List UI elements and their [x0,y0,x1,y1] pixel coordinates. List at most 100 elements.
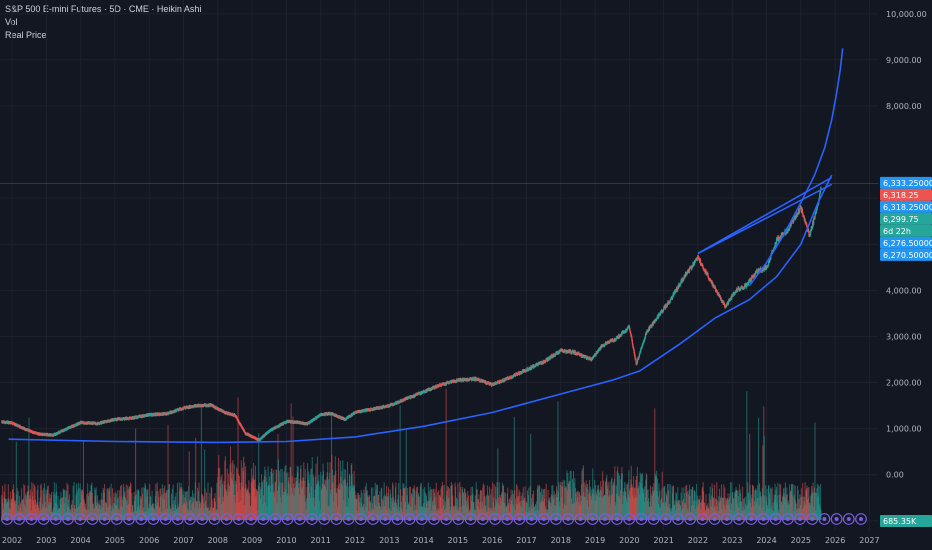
volume-bar [28,417,30,520]
candle-body [751,276,753,281]
volume-bar [720,484,722,520]
candle-body [637,358,639,361]
candle-body [724,305,726,308]
symbol-title[interactable]: S&P 500 E-mini Futures · 5D · CME · Heik… [5,4,202,14]
volume-bar [762,445,764,520]
volume-bar [609,481,611,520]
candle-body [629,328,631,332]
volume-bar [78,488,80,520]
candle-body [639,351,641,353]
volume-bar [717,500,719,520]
candle-body [559,350,561,353]
candle-body [215,407,217,409]
candle-body [701,264,703,265]
candle-body [12,423,14,424]
candle-body [168,412,171,414]
candle-body [113,419,116,421]
candle-body [718,293,720,297]
candle-body [227,413,229,415]
candle-body [472,378,475,380]
volume-bar [687,491,689,520]
volume-bar [533,490,535,520]
candle-body [329,413,331,415]
volume-bar [45,493,47,520]
candle-body [729,299,732,301]
volume-bar [716,482,718,520]
candle-body [347,416,350,418]
volume-bar [379,490,381,520]
candle-body [683,276,685,280]
candle-body [707,276,710,278]
candle-body [471,378,474,380]
volume-bar [237,397,239,520]
volume-bar [86,494,88,520]
volume-bar [15,441,17,520]
candle-body [631,336,633,340]
volume-bar [243,462,245,520]
candle-body [236,416,238,418]
candle-body [15,424,17,426]
volume-bar [164,492,166,520]
candle-body [241,426,243,428]
volume-bar [106,488,108,520]
candle-body [673,291,676,293]
candle-body [651,324,653,327]
candle-body [282,423,284,425]
volume-bar [478,494,480,520]
candle-body [406,398,408,399]
candle-body [244,430,246,433]
candle-body [697,256,699,260]
candle-body [702,264,704,267]
candle-body [652,321,655,325]
candle-body [323,414,325,416]
candle-body [637,358,640,360]
candle-body [638,357,640,359]
candle-body [726,303,728,307]
candle-body [149,414,151,416]
candle-body [55,434,57,436]
candle-body [663,307,665,311]
volume-bar [746,390,748,520]
candle-body [675,290,677,292]
candle-body [447,382,449,383]
candle-body [346,418,348,420]
volume-bar [88,496,90,520]
candle-body [312,419,314,421]
candle-body [250,436,252,437]
volume-bar [674,500,676,520]
volume-indicator-label[interactable]: Vol [5,17,18,27]
volume-bar [167,424,169,520]
candle-body [264,434,266,436]
candle-body [436,385,438,388]
volume-bar [497,448,499,520]
volume-bar [216,482,218,520]
volume-bar [689,496,691,520]
candle-body [121,419,124,420]
volume-bar [445,388,447,520]
volume-bar [544,488,546,520]
candle-body [641,345,643,348]
real-price-label[interactable]: Real Price [5,30,47,40]
volume-bar [361,492,363,520]
candle-body [215,408,218,410]
candle-body [517,373,519,375]
candle-body [136,417,139,419]
volume-bar [437,491,439,520]
candle-body [526,370,528,372]
candle-body [510,377,512,379]
candle-body [699,259,702,264]
candle-body [642,343,644,345]
candle-body [277,426,280,428]
candle-body [665,304,667,309]
candle-body [157,413,159,415]
volume-bar [292,416,294,520]
candle-body [603,344,606,346]
candle-body [714,286,717,291]
candle-body [552,355,554,357]
candle-body [581,354,583,357]
volume-bar [772,502,774,520]
volume-bar [52,491,54,520]
volume-bar [211,500,213,520]
volume-bar [261,481,263,520]
